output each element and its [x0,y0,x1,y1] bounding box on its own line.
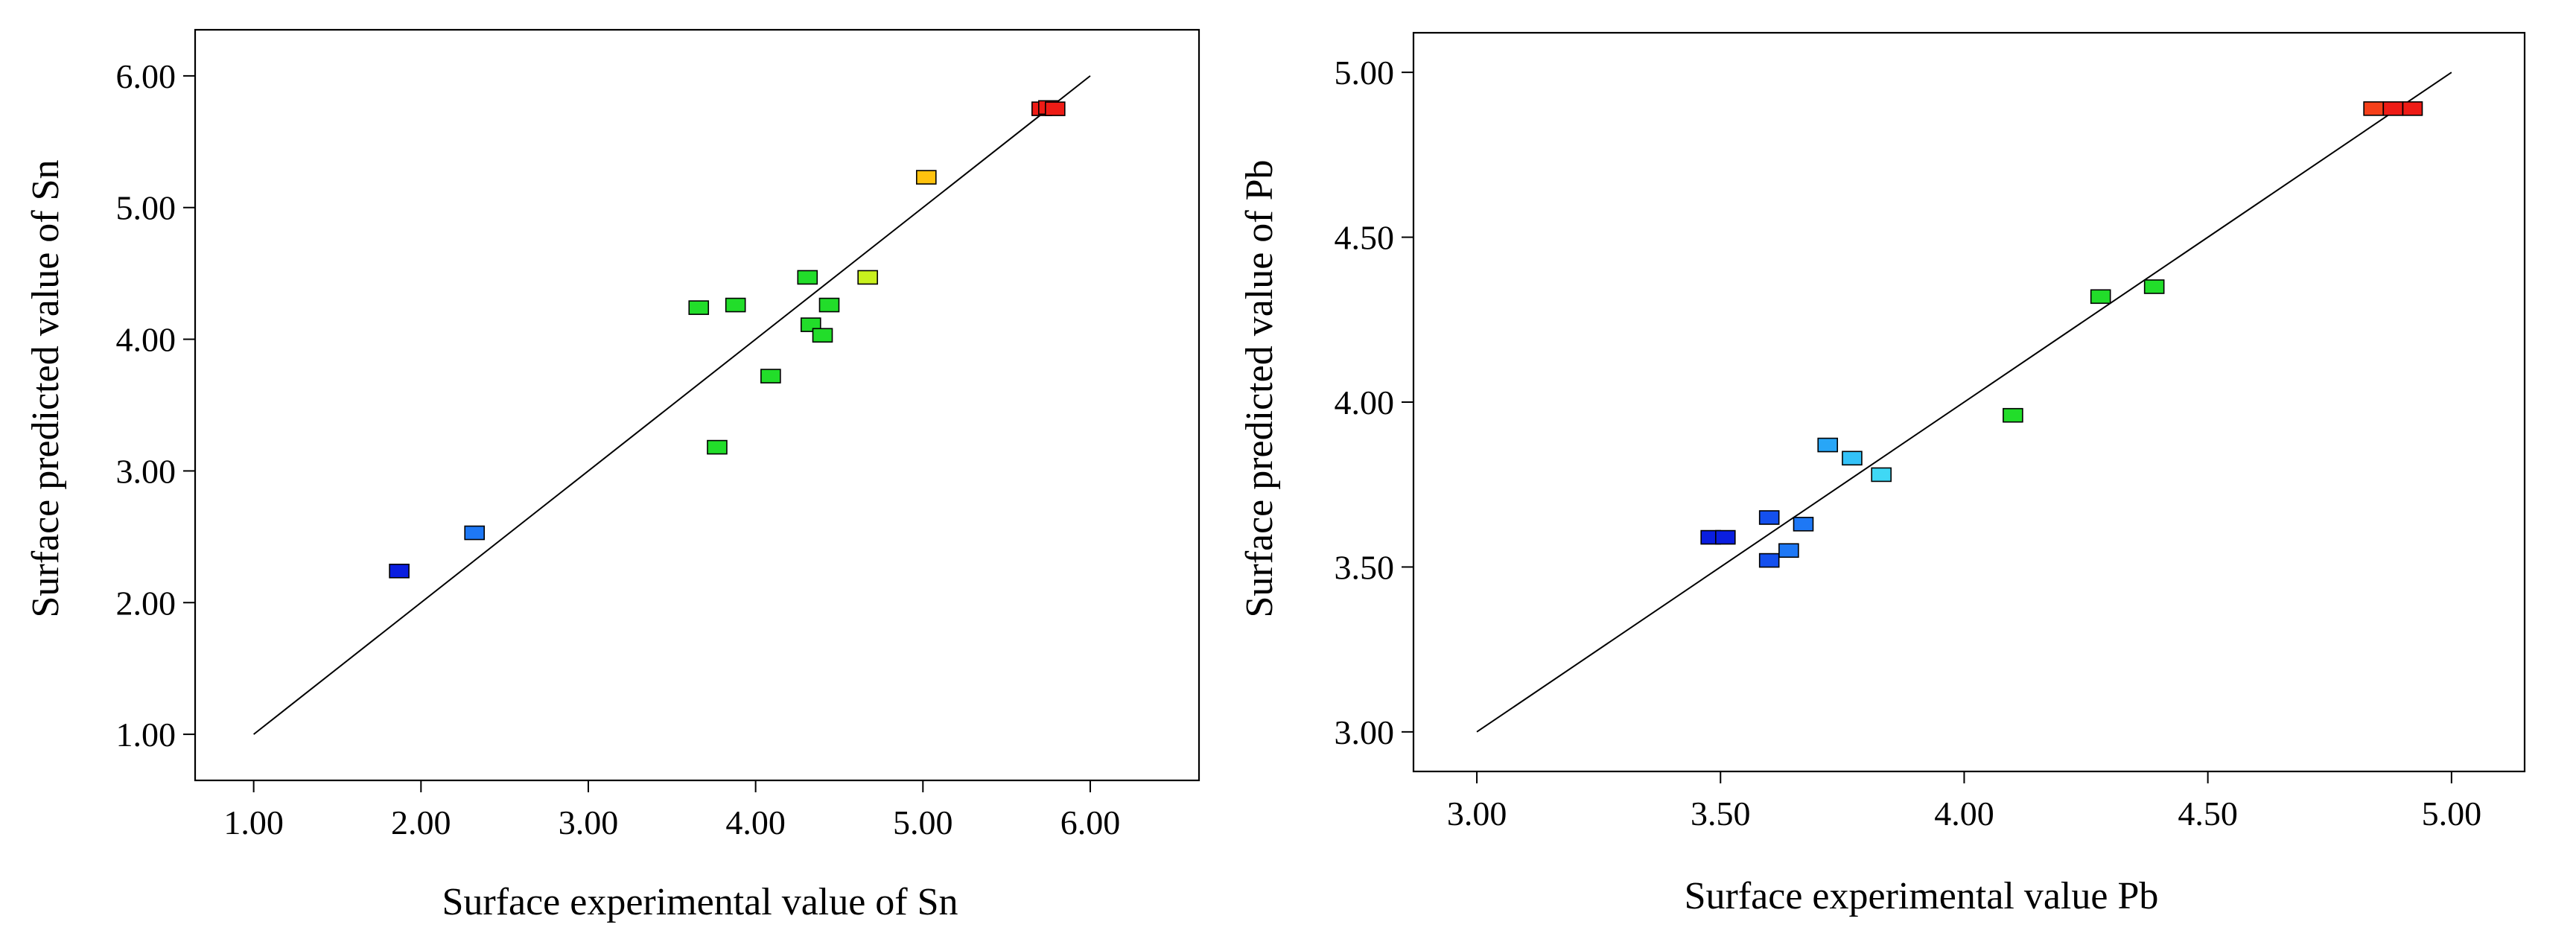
sn-data-point [915,170,937,185]
pb-x-tick-label: 4.50 [2178,795,2238,833]
pb-scatter-chart: Surface experimental value Pb Surface pr… [1238,31,2526,917]
pb-data-point [1715,529,1736,545]
pb-y-tick-label: 3.50 [1335,548,1395,586]
sn-data-point [725,297,746,313]
sn-x-tick-label: 3.00 [559,803,619,841]
sn-data-point [389,564,410,579]
sn-data-point [857,270,878,285]
sn-x-tick-label: 5.00 [893,803,953,841]
pb-reference-line [1476,71,2452,733]
sn-y-tick-label: 6.00 [116,57,176,95]
pb-y-tick-label: 5.00 [1335,54,1395,92]
sn-data-point [818,297,840,313]
pb-data-point [1817,437,1839,453]
sn-data-point [812,328,833,343]
sn-x-tick-label: 1.00 [223,803,284,841]
pb-data-point [2090,289,2111,305]
sn-plot-frame [194,28,1200,782]
pb-data-point [1778,543,1799,558]
sn-data-point [464,525,485,541]
pb-data-point [1871,467,1892,483]
pb-y-tick-label: 4.50 [1335,219,1395,257]
sn-y-tick-label: 5.00 [116,189,176,227]
sn-y-tick-label: 2.00 [116,584,176,622]
pb-data-point [2382,101,2404,116]
sn-x-tick-label: 4.00 [725,803,786,841]
pb-y-tick-label: 3.00 [1335,713,1395,751]
sn-x-tick-label: 2.00 [391,803,451,841]
pb-plot-frame [1412,31,2526,773]
sn-y-tick-label: 1.00 [116,716,176,754]
pb-x-tick-label: 3.50 [1691,795,1751,833]
sn-data-point [797,270,818,285]
sn-y-axis-title: Surface predicted value of Sn [25,159,67,617]
pb-x-tick-label: 3.00 [1447,795,1507,833]
pb-x-axis-title: Surface experimental value Pb [1685,875,2159,917]
pb-data-point [2363,101,2384,116]
pb-y-axis-title: Surface predicted value of Pb [1238,159,1281,617]
sn-x-axis-title: Surface experimental value of Sn [442,881,958,923]
sn-data-point [688,300,710,315]
pb-data-point [1758,553,1780,568]
sn-y-tick-label: 4.00 [116,321,176,359]
pb-data-point [1842,451,1863,466]
sn-y-tick-label: 3.00 [116,452,176,490]
sn-data-point [1044,101,1066,116]
pb-data-point [1793,517,1814,532]
pb-data-point [2003,407,2023,423]
sn-data-point [707,439,728,455]
sn-data-point [760,369,781,383]
pb-x-tick-label: 4.00 [1934,795,1994,833]
sn-reference-line [253,75,1091,735]
pb-data-point [1758,510,1780,525]
sn-x-tick-label: 6.00 [1060,803,1121,841]
pb-data-point [2402,101,2423,116]
pb-y-tick-label: 4.00 [1335,383,1395,421]
sn-scatter-chart: Surface experimental value of Sn Surface… [25,28,1200,923]
pb-data-point [2143,279,2165,294]
pb-x-tick-label: 5.00 [2422,795,2482,833]
